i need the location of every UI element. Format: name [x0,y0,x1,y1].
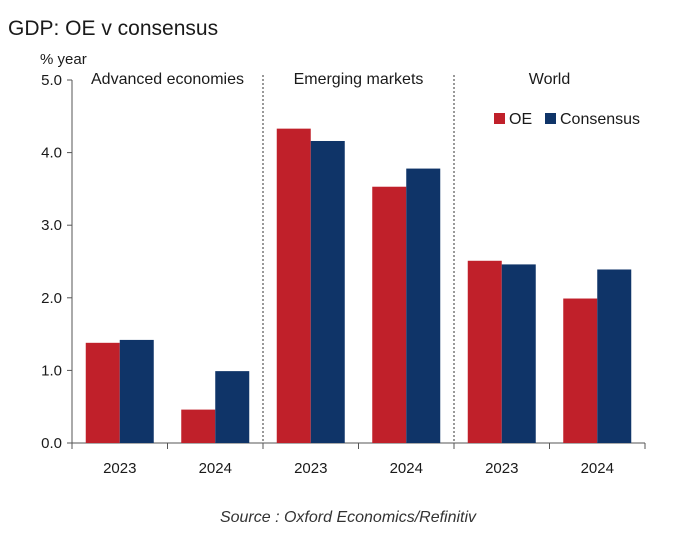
y-tick-label: 1.0 [41,362,62,379]
bar-consensus-4 [501,264,536,443]
bar-consensus-2 [310,140,345,443]
y-axis-unit: % year [40,51,87,68]
x-tick-label: 2023 [485,460,518,477]
y-axis: 0.0 1.0 2.0 3.0 4.0 5.0 [41,72,73,452]
bar-oe-5 [563,298,598,443]
legend-label: OE [509,111,532,128]
chart-title: GDP: OE v consensus [8,17,218,40]
bar-consensus-1 [215,371,250,443]
x-tick-label: 2024 [390,460,423,477]
y-tick-label: 0.0 [41,435,62,452]
bar-consensus-3 [406,168,441,443]
bar-oe-1 [181,409,216,443]
x-tick-label: 2023 [294,460,327,477]
group-label: Advanced economies [91,71,244,88]
legend-swatch [494,113,505,124]
x-tick-label: 2024 [581,460,614,477]
x-tick-label: 2024 [199,460,232,477]
bar-oe-3 [372,186,407,444]
y-tick-label: 3.0 [41,217,62,234]
bars [85,128,632,444]
bar-oe-4 [467,260,502,443]
group-label: World [529,71,571,88]
source-note: Source : Oxford Economics/Refinitiv [220,509,477,526]
group-label: Emerging markets [294,71,424,88]
group-separators [262,75,455,443]
x-axis: 2023 2024 2023 2024 2023 2024 [71,442,646,477]
y-tick-label: 2.0 [41,290,62,307]
x-tick-label: 2023 [103,460,136,477]
legend-label: Consensus [560,111,640,128]
bar-oe-0 [85,342,120,443]
y-tick-label: 4.0 [41,145,62,162]
y-tick-label: 5.0 [41,72,62,89]
bar-consensus-5 [597,269,632,443]
legend-swatch [545,113,556,124]
group-labels: Advanced economies Emerging markets World [91,71,570,88]
legend: OE Consensus [494,111,640,128]
bar-oe-2 [276,128,311,443]
bar-consensus-0 [119,339,154,443]
